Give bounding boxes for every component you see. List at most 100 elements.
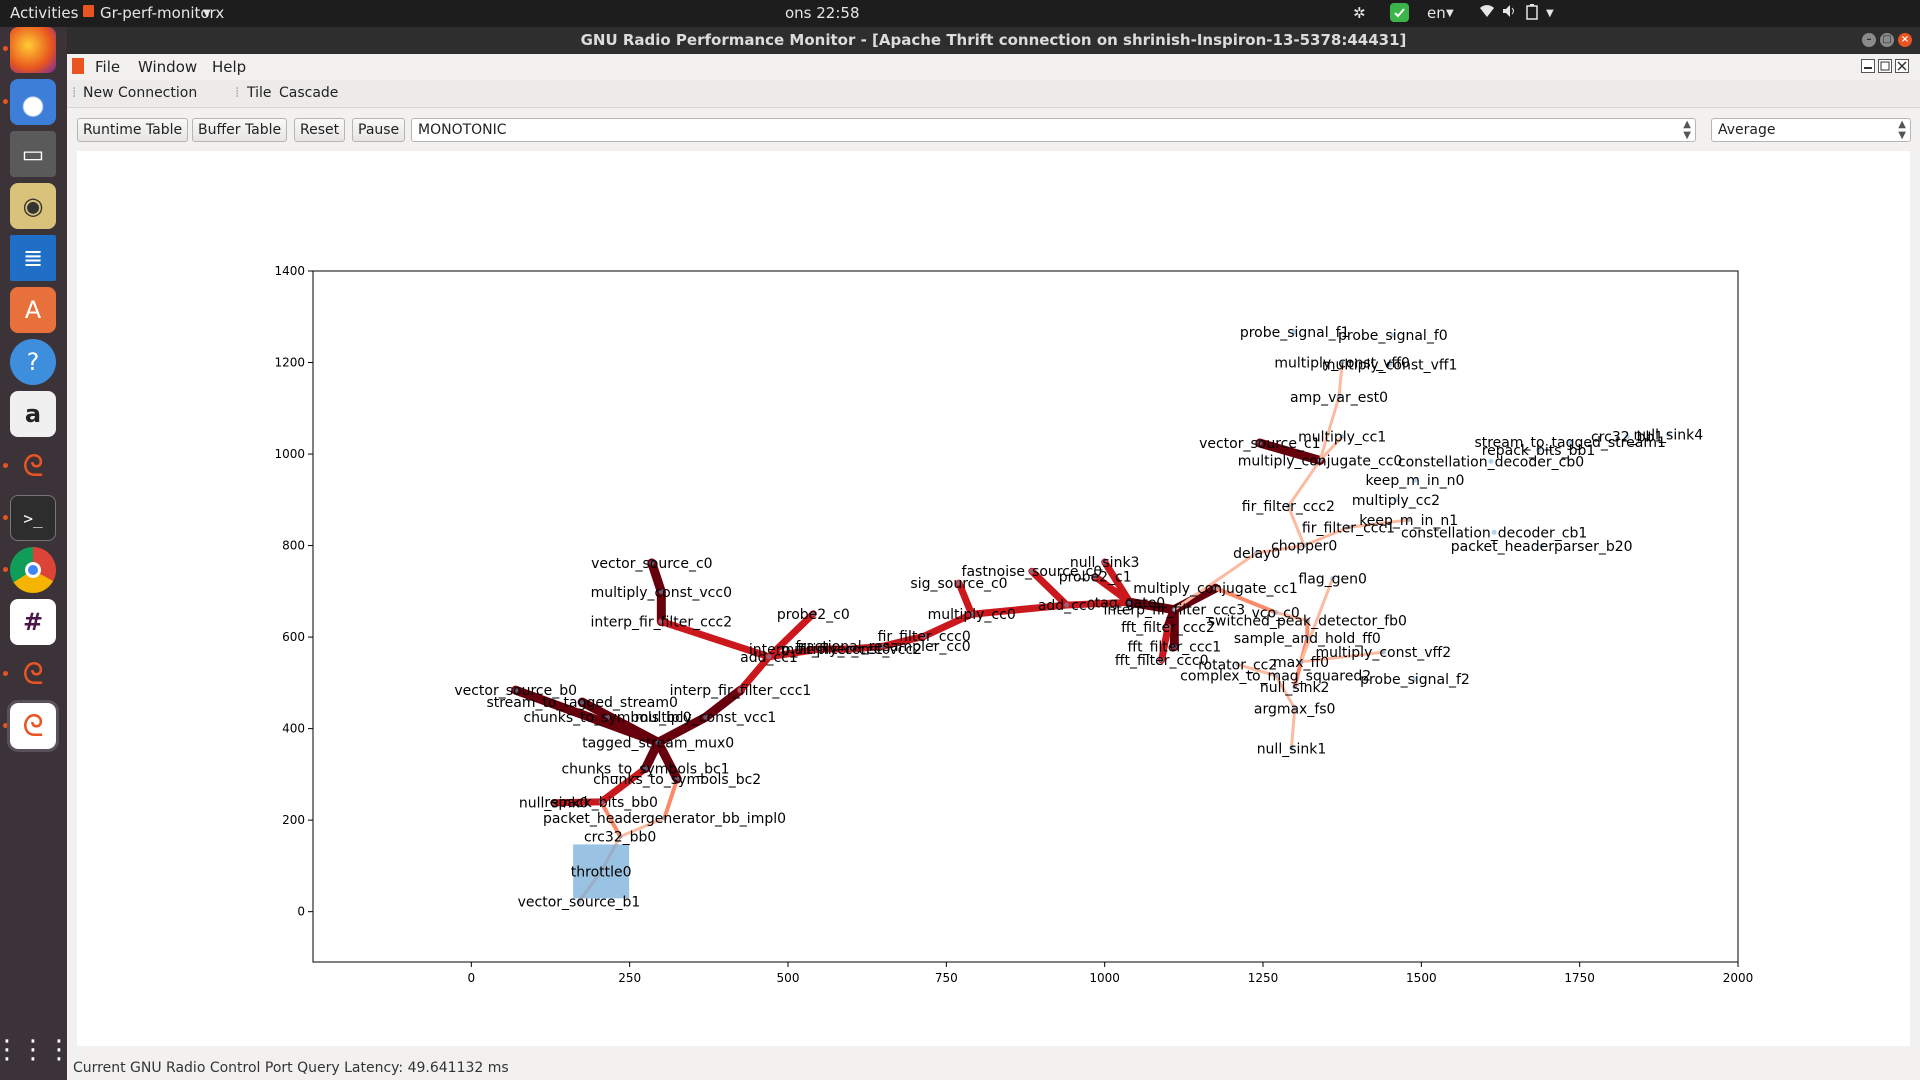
node-marker-fir_filter_ccc0[interactable] xyxy=(921,633,927,639)
node-marker-null_sink1[interactable] xyxy=(1289,745,1294,751)
node-marker-keep_m_in_n0[interactable] xyxy=(1412,477,1418,483)
stat-mode-select[interactable]: Average ▲ ▼ xyxy=(1711,118,1911,142)
runtime-table-button[interactable]: Runtime Table xyxy=(77,118,189,142)
menu-help[interactable]: Help xyxy=(212,58,247,76)
node-marker-probe2_c0[interactable] xyxy=(810,611,816,617)
chrome-icon[interactable] xyxy=(10,547,56,593)
apps-grid-icon[interactable]: ⋮⋮⋮ xyxy=(0,1035,72,1065)
pause-button[interactable]: Pause xyxy=(352,118,406,142)
node-marker-probe_signal_f0[interactable] xyxy=(1390,332,1396,338)
node-marker-fft_filter_ccc0[interactable] xyxy=(1159,657,1165,663)
files-icon[interactable]: ▭ xyxy=(10,131,56,177)
node-marker-crc32_bb1[interactable] xyxy=(1624,434,1630,440)
node-marker-probe_signal_f2[interactable] xyxy=(1412,676,1418,682)
node-marker-repack_bits_bb0[interactable] xyxy=(598,799,604,805)
writer-icon[interactable]: ≣ xyxy=(10,235,56,281)
node-marker-sample_and_hold_ff0[interactable] xyxy=(1304,635,1310,641)
rhythmbox-icon[interactable]: ◉ xyxy=(10,183,56,229)
terminal-icon[interactable]: >_ xyxy=(10,495,56,541)
node-marker-complex_to_mag_squared2[interactable] xyxy=(1273,673,1279,679)
thunderbird-icon[interactable] xyxy=(10,79,56,125)
node-marker-flag_gen0[interactable] xyxy=(1330,576,1336,582)
node-marker-add_cc1[interactable] xyxy=(766,654,772,660)
node-marker-interp_fir_filter_ccc0[interactable] xyxy=(817,646,823,652)
node-marker-stream_to_tagged_stream0[interactable] xyxy=(579,699,585,705)
node-marker-repack_bits_bb1[interactable] xyxy=(1536,447,1541,453)
maximize-icon[interactable]: □ xyxy=(1880,33,1894,47)
node-marker-tagged_stream_mux0[interactable] xyxy=(655,739,661,745)
node-marker-multiply_const_vcc2[interactable] xyxy=(848,646,854,652)
reset-button[interactable]: Reset xyxy=(294,118,346,142)
volume-icon[interactable] xyxy=(1502,4,1516,22)
node-marker-packet_headergenerator_bb_impl0[interactable] xyxy=(662,815,667,821)
node-marker-multiply_const_vcc0[interactable] xyxy=(658,589,664,595)
node-marker-delay0[interactable] xyxy=(1254,550,1260,556)
node-marker-multiply_cc2[interactable] xyxy=(1393,497,1399,503)
node-marker-multiply_const_vff2[interactable] xyxy=(1380,649,1386,655)
node-marker-interp_fir_filter_ccc1[interactable] xyxy=(738,687,743,693)
language-indicator[interactable]: en xyxy=(1427,4,1446,22)
slack-tray-icon[interactable]: ✲ xyxy=(1353,4,1366,22)
node-marker-chunks_to_symbols_bc1[interactable] xyxy=(643,765,648,771)
node-marker-chopper0[interactable] xyxy=(1301,543,1307,549)
gnuradio-icon[interactable]: ᘓ xyxy=(22,656,44,692)
node-marker-null_sink0[interactable] xyxy=(551,800,557,806)
status-check-icon[interactable] xyxy=(1390,3,1409,26)
node-marker-null_sink4[interactable] xyxy=(1665,431,1671,437)
clock-mode-select[interactable]: MONOTONIC ▲ ▼ xyxy=(411,118,1696,142)
close-icon[interactable]: × xyxy=(1898,33,1912,47)
node-marker-multiply_const_vff1[interactable] xyxy=(1387,361,1393,367)
buffer-table-button[interactable]: Buffer Table xyxy=(192,118,288,142)
node-marker-vector_source_b0[interactable] xyxy=(513,687,519,693)
mdi-close-icon[interactable] xyxy=(1895,59,1909,77)
amazon-icon[interactable]: a xyxy=(10,391,56,437)
tile-button[interactable]: Tile xyxy=(247,85,272,101)
node-marker-max_ff0[interactable] xyxy=(1298,659,1304,665)
node-marker-multiply_const_vcc1[interactable] xyxy=(703,714,709,720)
chevron-down-icon[interactable]: ▼ xyxy=(1546,8,1554,19)
node-marker-fir_filter_ccc2[interactable] xyxy=(1285,503,1291,509)
node-marker-fastnoise_source_c0[interactable] xyxy=(1029,568,1035,574)
clock[interactable]: ons 22:58 xyxy=(785,4,860,22)
node-marker-fir_filter_ccc1[interactable] xyxy=(1346,524,1351,530)
node-marker-null_sink3[interactable] xyxy=(1102,559,1108,565)
mdi-minimize-icon[interactable] xyxy=(1861,59,1875,77)
node-marker-constellation_decoder_cb0[interactable] xyxy=(1488,458,1494,464)
menu-window[interactable]: Window xyxy=(138,58,198,76)
cascade-button[interactable]: Cascade xyxy=(279,85,339,101)
node-marker-chunks_to_symbols_bc0[interactable] xyxy=(605,714,610,720)
slack-icon[interactable]: # xyxy=(10,599,56,645)
node-marker-multiply_conjugate_cc0[interactable] xyxy=(1317,457,1323,463)
node-marker-vector_source_b1[interactable] xyxy=(576,899,582,905)
node-marker-probe2_c1[interactable] xyxy=(1092,574,1098,580)
help-icon[interactable]: ? xyxy=(10,339,56,385)
chevron-down-icon[interactable]: ▼ xyxy=(203,8,211,19)
node-marker-chunks_to_symbols_bc2[interactable] xyxy=(674,776,680,782)
node-marker-multiply_cc0[interactable] xyxy=(969,611,975,617)
new-connection-button[interactable]: New Connection xyxy=(83,85,198,101)
activities-button[interactable]: Activities xyxy=(10,4,79,22)
node-marker-sig_source_c0[interactable] xyxy=(956,580,962,586)
node-marker-fractional_resampler_cc0[interactable] xyxy=(880,643,886,649)
firefox-icon[interactable] xyxy=(10,27,56,73)
node-marker-fft_filter_ccc1[interactable] xyxy=(1171,644,1177,650)
node-marker-amp_var_est0[interactable] xyxy=(1336,394,1342,400)
gnuradio-monitor-icon[interactable]: ᘓ xyxy=(7,700,59,752)
node-marker-tag_gate0[interactable] xyxy=(1127,599,1133,605)
node-marker-constellation_decoder_cb1[interactable] xyxy=(1491,529,1497,535)
node-marker-null_sink2[interactable] xyxy=(1292,684,1298,690)
node-marker-vector_source_c1[interactable] xyxy=(1257,440,1263,446)
minimize-icon[interactable]: – xyxy=(1862,33,1876,47)
node-marker-crc32_bb0[interactable] xyxy=(617,834,623,840)
node-marker-argmax_fs0[interactable] xyxy=(1292,705,1298,711)
node-marker-interp_fir_filter_ccc2[interactable] xyxy=(658,619,664,625)
window-titlebar[interactable]: GNU Radio Performance Monitor - [Apache … xyxy=(67,27,1920,54)
gnuradio-icon[interactable]: ᘓ xyxy=(22,448,44,484)
node-marker-switched_peak_detector_fb0[interactable] xyxy=(1304,618,1310,624)
app-menu-button[interactable]: Gr-perf-monitorx xyxy=(100,4,225,22)
menu-file[interactable]: File xyxy=(95,58,121,76)
node-marker-vco_c0[interactable] xyxy=(1273,609,1279,615)
node-marker-multiply_const_vff0[interactable] xyxy=(1339,360,1345,366)
mdi-restore-icon[interactable] xyxy=(1878,59,1892,77)
chevron-down-icon[interactable]: ▼ xyxy=(1446,8,1454,19)
